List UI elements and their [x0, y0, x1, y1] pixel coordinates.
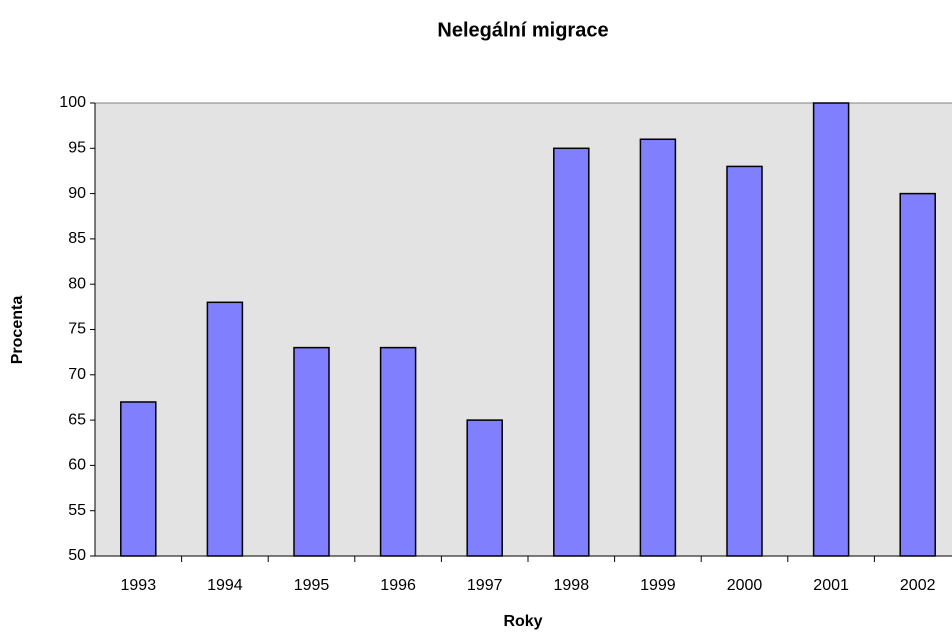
x-tick-label: 2001 — [813, 577, 849, 594]
chart-title: Nelegální migrace — [437, 19, 608, 41]
bar — [293, 346, 330, 557]
y-tick-label: 50 — [68, 547, 86, 564]
y-tick-label: 70 — [68, 366, 86, 383]
x-tick-label: 1998 — [554, 577, 590, 594]
x-tick-label: 2002 — [900, 577, 936, 594]
y-tick-label: 85 — [68, 230, 86, 247]
y-tick-label: 80 — [68, 275, 86, 292]
x-tick-label: 2000 — [727, 577, 763, 594]
y-tick-label: 75 — [68, 321, 86, 338]
y-tick-label: 65 — [68, 411, 86, 428]
y-axis-label: Procenta — [9, 296, 26, 365]
bar — [812, 102, 850, 557]
y-tick-label: 60 — [68, 457, 86, 474]
x-tick-label: 1999 — [640, 577, 676, 594]
bar — [466, 419, 503, 557]
bar — [639, 138, 677, 557]
x-tick-label: 1993 — [121, 577, 157, 594]
bar — [379, 346, 417, 557]
y-tick-label: 95 — [68, 140, 86, 157]
y-tick-label: 100 — [59, 94, 86, 111]
x-tick-label: 1996 — [380, 577, 416, 594]
y-tick-label: 55 — [68, 502, 86, 519]
y-tick-label: 90 — [68, 185, 86, 202]
x-tick-label: 1995 — [294, 577, 330, 594]
bar — [899, 192, 936, 557]
bar — [120, 401, 157, 557]
bar — [553, 147, 590, 557]
x-tick-label: 1994 — [207, 577, 243, 594]
x-tick-label: 1997 — [467, 577, 503, 594]
bar — [726, 165, 763, 557]
x-axis-label: Roky — [503, 613, 542, 630]
bar — [206, 301, 244, 557]
